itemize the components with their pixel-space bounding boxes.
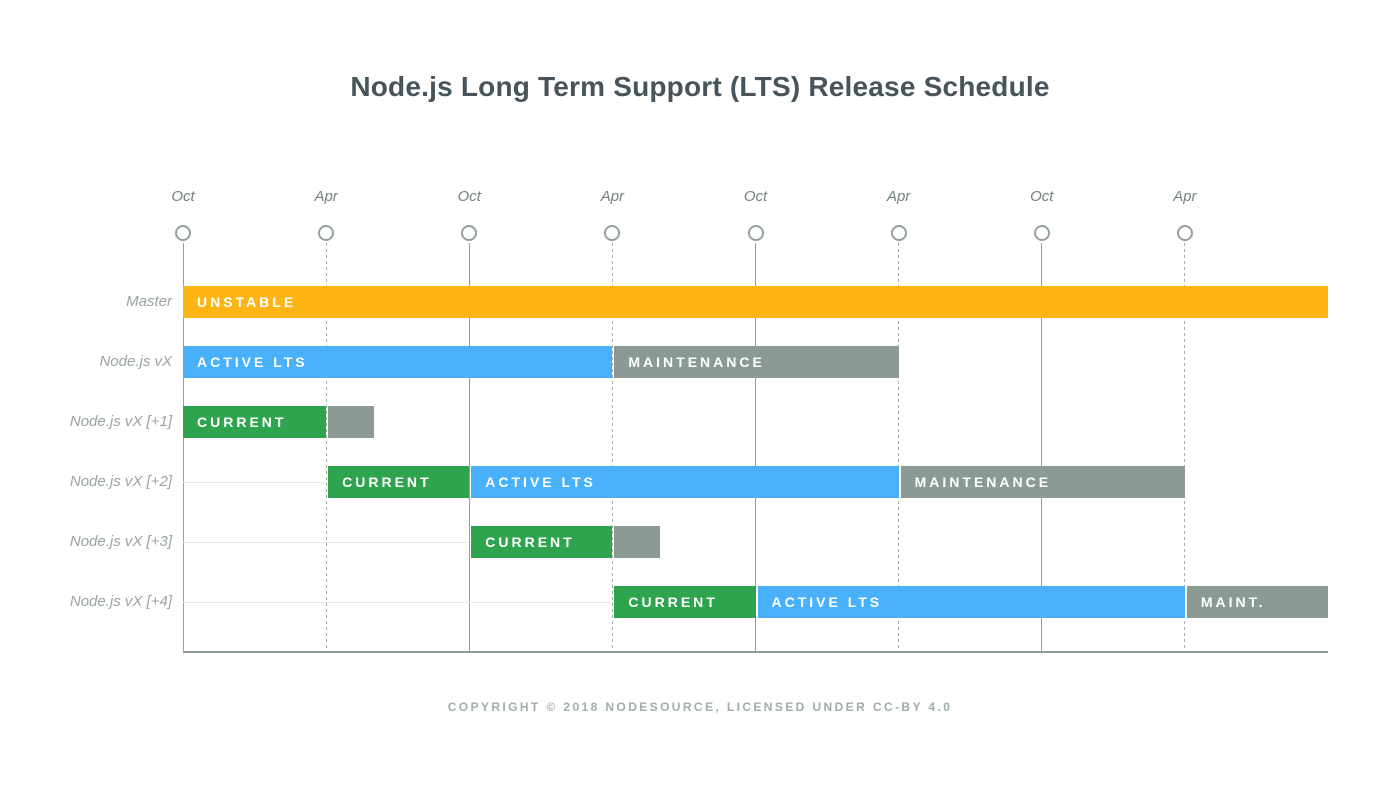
timeline-node-icon	[890, 225, 907, 241]
timeline-node-icon	[1176, 225, 1193, 241]
bottom-axis-line	[183, 651, 1328, 653]
row-guide-line	[183, 542, 470, 543]
timeline-gridline-solid	[1041, 243, 1043, 652]
bar-label	[328, 414, 342, 430]
timeline-gridline-solid	[755, 243, 756, 652]
row-label: Node.js vX [+3]	[69, 533, 172, 550]
timeline-node-icon	[318, 225, 335, 241]
bar-unstable: UNSTABLE	[183, 286, 1328, 318]
bar-label: UNSTABLE	[197, 294, 297, 310]
row-guide-line	[183, 482, 327, 483]
timeline-gridline-dashed	[898, 243, 900, 652]
row-label: Node.js vX [+2]	[69, 473, 172, 490]
timeline-gridline-dashed	[325, 243, 327, 652]
row-label: Node.js vX	[99, 353, 172, 370]
row-guide-line	[183, 602, 613, 603]
bar-label: ACTIVE LTS	[485, 474, 596, 490]
bar-maintenance: MAINTENANCE	[614, 346, 899, 378]
row-label: Node.js vX [+4]	[69, 593, 172, 610]
bar-label: CURRENT	[197, 414, 287, 430]
bar-label: MAINTENANCE	[628, 354, 765, 370]
timeline-gridline-solid	[468, 243, 470, 652]
axis-month-label: Oct	[457, 188, 481, 205]
timeline-gridline-solid	[182, 243, 184, 652]
bar-current: CURRENT	[471, 526, 613, 558]
bar-maintenance: MAINTENANCE	[900, 466, 1185, 498]
bar-active-lts: ACTIVE LTS	[471, 466, 899, 498]
axis-month-label: Apr	[314, 188, 338, 205]
axis-month-label: Oct	[171, 188, 195, 205]
bar-label: ACTIVE LTS	[197, 354, 308, 370]
bar-label: CURRENT	[628, 594, 718, 610]
bar-label: CURRENT	[342, 474, 432, 490]
bar-label: ACTIVE LTS	[771, 594, 883, 610]
timeline-node-icon	[1033, 225, 1050, 241]
bar-label	[614, 534, 628, 550]
bar-maintenance	[614, 526, 661, 558]
axis-month-label: Oct	[743, 188, 768, 205]
bar-maintenance: MAINT.	[1186, 586, 1328, 618]
row-label: Master	[126, 293, 172, 310]
bar-label: MAINTENANCE	[914, 474, 1052, 490]
axis-month-label: Apr	[886, 188, 911, 205]
axis-month-label: Apr	[1173, 188, 1197, 205]
bar-label: CURRENT	[485, 534, 575, 550]
row-label: Node.js vX [+1]	[69, 413, 172, 430]
timeline-node-icon	[747, 225, 764, 241]
timeline-node-icon	[175, 225, 191, 241]
chart-title: Node.js Long Term Support (LTS) Release …	[350, 71, 1050, 102]
bar-current: CURRENT	[183, 406, 327, 438]
bar-label: MAINT.	[1200, 594, 1266, 610]
axis-month-label: Oct	[1030, 188, 1054, 205]
bar-maintenance	[328, 406, 374, 438]
bar-active-lts: ACTIVE LTS	[183, 346, 613, 378]
timeline-gridline-dashed	[1184, 243, 1186, 652]
timeline-node-icon	[604, 225, 621, 241]
bar-active-lts: ACTIVE LTS	[757, 586, 1185, 618]
bar-current: CURRENT	[614, 586, 756, 618]
timeline-gridline-dashed	[611, 243, 613, 652]
axis-month-label: Apr	[600, 188, 625, 205]
copyright-footer: COPYRIGHT © 2018 NODESOURCE, LICENSED UN…	[447, 700, 953, 714]
bar-current: CURRENT	[328, 466, 470, 498]
timeline-node-icon	[461, 225, 478, 241]
